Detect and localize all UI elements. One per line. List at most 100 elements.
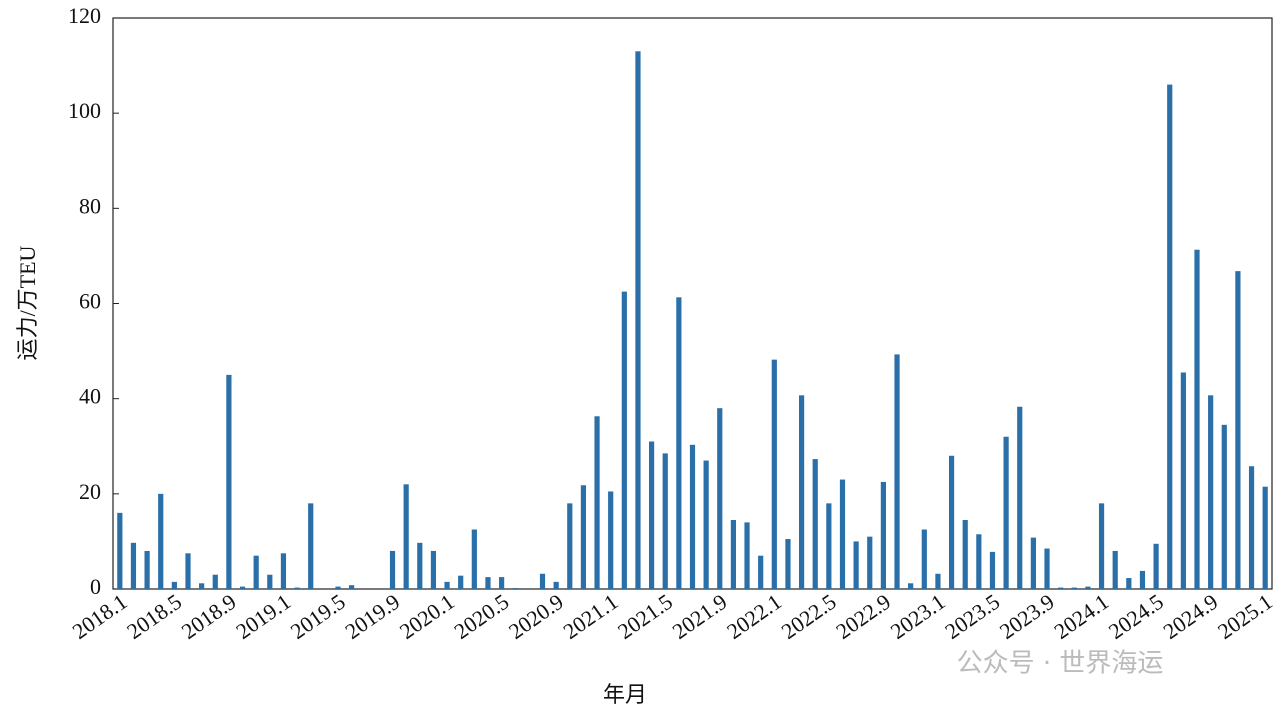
bar (471, 529, 477, 589)
x-tick-label: 2022.5 (777, 589, 841, 644)
bar (839, 479, 846, 589)
bar (567, 503, 573, 589)
bar (308, 503, 314, 589)
watermark: 公众号 · 世界海运 (957, 649, 1164, 679)
bar (267, 574, 273, 589)
bar (717, 408, 723, 589)
bar (1180, 372, 1186, 589)
bar (676, 297, 682, 589)
bar (989, 551, 996, 589)
x-tick-label: 2022.1 (722, 589, 786, 644)
x-tick-label: 2020.9 (504, 589, 568, 644)
bar (785, 539, 791, 589)
bar (1058, 587, 1064, 589)
bar (485, 577, 491, 589)
x-axis-label: 年月 (603, 682, 647, 707)
bar (826, 503, 832, 589)
x-tick-label: 2020.1 (395, 589, 459, 644)
x-tick-label: 2024.1 (1049, 589, 1113, 644)
y-tick-label: 60 (79, 289, 101, 314)
bar (921, 529, 927, 589)
y-tick-label: 0 (90, 574, 101, 599)
bar (635, 51, 641, 589)
bar (608, 491, 614, 589)
bar (130, 542, 137, 589)
bar (499, 577, 505, 589)
bar (239, 586, 246, 589)
x-tick-label: 2021.9 (668, 589, 732, 644)
bar (1126, 578, 1132, 589)
bar (335, 586, 341, 589)
bar (417, 542, 423, 589)
bar (1017, 406, 1023, 589)
x-tick-label: 2020.5 (449, 589, 513, 644)
bar (962, 520, 968, 589)
bar (867, 536, 873, 589)
bar (880, 481, 886, 589)
bar (1085, 586, 1091, 589)
bar (689, 444, 696, 589)
bar (1235, 271, 1241, 589)
x-tick-label: 2019.1 (231, 589, 295, 644)
x-tick-label: 2021.1 (559, 589, 623, 644)
bar (744, 522, 750, 589)
y-axis-label: 运力/万TEU (15, 245, 40, 360)
bar (976, 534, 982, 589)
bar (1139, 570, 1146, 589)
x-tick-label: 2022.9 (831, 589, 895, 644)
bar (389, 550, 396, 589)
x-tick-label: 2021.5 (613, 589, 677, 644)
x-tick-label: 2019.9 (340, 589, 404, 644)
bar (185, 553, 191, 589)
bar (1153, 543, 1159, 589)
x-tick-label: 2019.5 (286, 589, 350, 644)
bar (1167, 84, 1173, 589)
bar (144, 550, 150, 589)
bar (648, 441, 655, 589)
bar (171, 581, 177, 589)
bar (935, 573, 941, 589)
bar (853, 541, 859, 589)
bar (894, 354, 900, 589)
bar (1003, 436, 1009, 589)
bar (444, 581, 450, 589)
bar (458, 575, 464, 589)
x-tick-label: 2024.9 (1159, 589, 1223, 644)
y-tick-label: 40 (79, 384, 101, 409)
bar (730, 520, 737, 589)
bar (1030, 537, 1036, 589)
bar (1248, 466, 1255, 589)
x-tick-label: 2023.1 (886, 589, 950, 644)
bar (580, 485, 587, 589)
bar (117, 512, 123, 589)
bar (512, 588, 518, 589)
x-tick-label: 2024.5 (1104, 589, 1168, 644)
bar (1112, 550, 1118, 589)
x-tick-label: 2018.9 (177, 589, 241, 644)
bar (908, 583, 914, 589)
bar (1044, 548, 1050, 589)
x-tick-label: 2023.5 (940, 589, 1004, 644)
bar (158, 493, 164, 589)
bar (1208, 395, 1214, 589)
y-tick-label: 120 (68, 3, 101, 28)
x-tick-label: 2025.1 (1213, 589, 1277, 644)
bar (621, 291, 627, 589)
bar (1071, 587, 1077, 589)
x-tick-label: 2018.5 (122, 589, 186, 644)
bar (1262, 486, 1268, 589)
bar (553, 581, 559, 589)
bar (662, 453, 668, 589)
y-tick-label: 20 (79, 479, 101, 504)
bar (1221, 424, 1227, 589)
bar (403, 484, 409, 589)
bar (430, 550, 437, 589)
bar (539, 573, 546, 589)
bar (349, 585, 355, 589)
bar (798, 395, 805, 589)
bar (226, 374, 232, 589)
bar (758, 555, 764, 589)
y-tick-label: 100 (68, 98, 101, 123)
bar (594, 416, 600, 589)
bar (771, 359, 777, 589)
